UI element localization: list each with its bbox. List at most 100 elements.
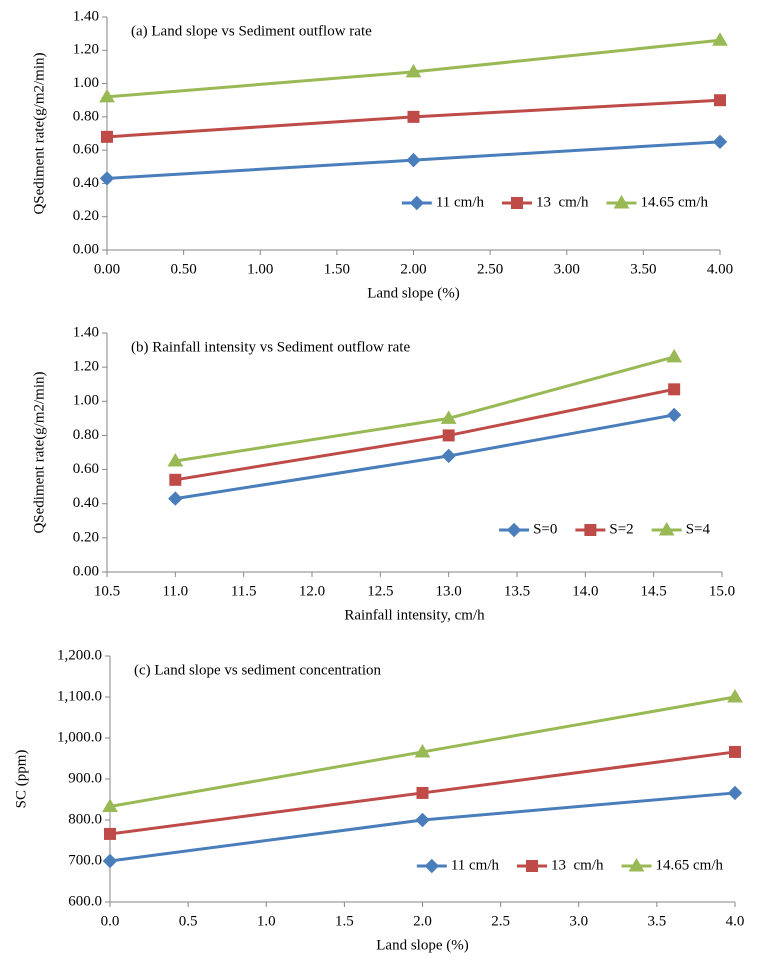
x-axis-label: Land slope (%) <box>367 285 459 301</box>
y-tick-label: 0.60 <box>73 461 99 477</box>
legend-label: S=4 <box>686 521 711 537</box>
data-point <box>666 407 682 423</box>
y-tick-label: 0.40 <box>73 175 99 191</box>
legend-marker <box>424 858 440 874</box>
x-tick-label: 2.0 <box>413 913 432 929</box>
x-axis-label: Land slope (%) <box>376 937 468 953</box>
x-tick-label: 0.5 <box>179 913 198 929</box>
y-tick-label: 800.0 <box>68 811 102 827</box>
x-tick-label: 11.5 <box>231 583 257 599</box>
data-point <box>405 63 422 78</box>
series-line <box>175 413 675 501</box>
x-tick-label: 2.00 <box>400 261 426 277</box>
legend-label: 14.65 cm/h <box>656 857 724 873</box>
legend-label: 11 cm/h <box>436 194 485 210</box>
legend-marker <box>409 195 425 211</box>
x-tick-label: 15.0 <box>709 583 735 599</box>
legend: S=0 S=2 S=4 <box>499 521 710 537</box>
x-tick-label: 3.00 <box>554 261 580 277</box>
chart-title: (c) Land slope vs sediment concentration <box>134 662 382 678</box>
y-tick-label: 0.20 <box>73 208 99 224</box>
data-point <box>99 88 115 103</box>
legend-marker <box>584 524 597 536</box>
data-point <box>99 171 115 186</box>
data-point <box>441 448 456 464</box>
chart-title: (a) Land slope vs Sediment outflow rate <box>131 23 372 39</box>
x-tick-label: 13.0 <box>436 583 462 599</box>
x-tick-label: 0.00 <box>94 261 120 277</box>
y-tick-label: 1.20 <box>73 42 99 58</box>
legend-label: S=0 <box>533 521 557 537</box>
legend-marker <box>511 197 523 209</box>
x-tick-label: 2.5 <box>491 913 510 929</box>
legend-marker <box>628 858 645 872</box>
data-point <box>712 134 728 150</box>
data-point <box>440 410 457 424</box>
x-tick-label: 1.5 <box>335 913 354 929</box>
chart-title: (b) Rainfall intensity vs Sediment outfl… <box>131 339 410 355</box>
x-tick-label: 11.0 <box>162 583 188 599</box>
data-point <box>168 491 183 506</box>
x-tick-label: 1.0 <box>257 913 276 929</box>
data-point <box>727 785 743 801</box>
x-tick-label: 2.50 <box>477 261 503 277</box>
y-tick-label: 1.00 <box>73 393 99 409</box>
x-tick-label: 14.5 <box>641 583 667 599</box>
x-tick-label: 13.5 <box>504 583 530 599</box>
data-point <box>102 798 118 812</box>
legend-marker <box>526 860 538 872</box>
y-tick-label: 0.20 <box>73 529 99 545</box>
data-point <box>712 32 728 46</box>
data-point <box>406 152 421 168</box>
data-point <box>416 786 429 799</box>
y-tick-label: 1,100.0 <box>57 688 102 704</box>
series-line <box>175 355 675 463</box>
y-tick-label: 900.0 <box>68 770 102 786</box>
y-tick-label: 0.80 <box>73 427 99 443</box>
y-tick-label: 0.80 <box>73 108 99 124</box>
y-axis-label: QSediment rate(g/m2/min) <box>31 371 47 533</box>
legend-label: 11 cm/h <box>451 857 500 873</box>
y-tick-label: 700.0 <box>68 852 102 868</box>
x-tick-label: 0.0 <box>101 913 120 929</box>
legend: 11 cm/h 13 cm/h 14.65 cm/h <box>416 857 724 874</box>
y-tick-label: 1,200.0 <box>57 647 102 663</box>
data-point <box>169 473 182 486</box>
chart: 600.0 700.0 800.0 900.0 1,000.0 1,100.0 1,200.… <box>13 647 744 953</box>
x-tick-label: 12.5 <box>367 583 393 599</box>
data-point <box>102 853 118 869</box>
y-tick-label: 1.20 <box>73 359 99 375</box>
series-line <box>175 387 675 482</box>
x-tick-label: 12.0 <box>299 583 325 599</box>
x-tick-label: 10.5 <box>94 583 120 599</box>
x-tick-label: 0.50 <box>171 261 197 277</box>
y-tick-label: 0.60 <box>73 142 99 158</box>
data-point <box>714 94 726 107</box>
data-point <box>414 743 431 758</box>
legend-label: S=2 <box>609 521 633 537</box>
y-axis-label: QSediment rate(g/m2/min) <box>31 52 47 214</box>
legend-label: 13 cm/h <box>536 194 589 210</box>
x-tick-label: 3.0 <box>569 913 588 929</box>
data-point <box>668 383 681 396</box>
x-tick-label: 1.00 <box>247 261 273 277</box>
legend-marker <box>506 522 522 538</box>
data-point <box>729 745 741 758</box>
x-tick-label: 3.50 <box>630 261 656 277</box>
chart: 0.00 0.20 0.40 0.60 0.80 1.00 1.20 1.40 10.5 11.0… <box>31 324 735 623</box>
legend: 11 cm/h 13 cm/h 14.65 cm/h <box>401 194 709 211</box>
y-tick-label: 0.00 <box>73 241 99 257</box>
y-tick-label: 1.40 <box>73 8 99 24</box>
data-point <box>407 110 420 123</box>
x-tick-label: 3.5 <box>648 913 667 929</box>
y-tick-label: 600.0 <box>68 893 102 909</box>
chart: 0.00 0.20 0.40 0.60 0.80 1.00 1.20 1.40 0.00 0.50… <box>31 8 733 301</box>
x-axis-label: Rainfall intensity, cm/h <box>344 607 485 623</box>
x-tick-label: 1.50 <box>324 261 350 277</box>
y-tick-label: 1.40 <box>73 324 99 340</box>
data-point <box>442 429 455 442</box>
y-tick-label: 1,000.0 <box>57 729 102 745</box>
legend-label: 14.65 cm/h <box>641 194 709 210</box>
data-point <box>666 348 683 363</box>
